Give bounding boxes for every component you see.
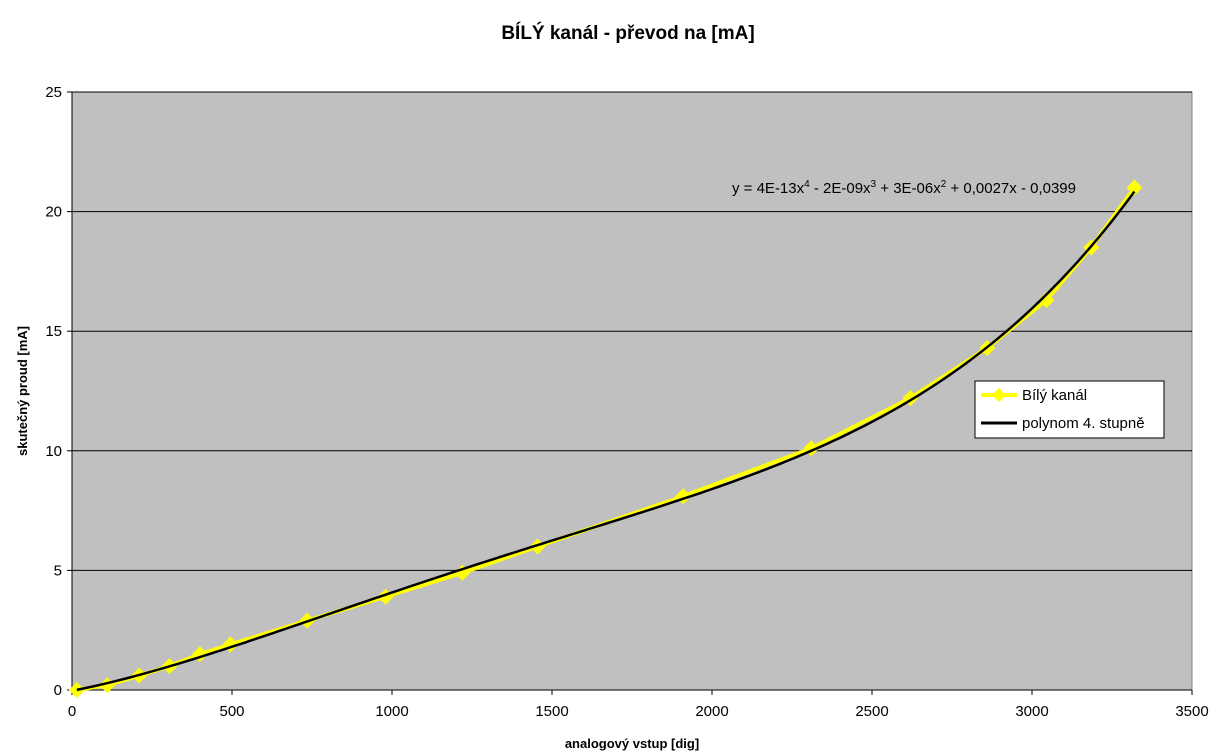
x-tick-label-6: 3000 — [1015, 703, 1048, 720]
data-point-14 — [1038, 292, 1055, 309]
legend-box — [974, 380, 1165, 439]
y-tick-label-5: 25 — [45, 84, 62, 101]
chart-title: BÍLÝ kanál - převod na [mA] — [501, 22, 754, 44]
x-axis-ticks: 0 500 1000 1500 2000 2500 3000 3500 — [68, 690, 1209, 720]
x-tick-label-2: 1000 — [375, 703, 408, 720]
y-tick-label-1: 5 — [54, 562, 62, 579]
data-point-0 — [68, 682, 85, 698]
axes — [71, 92, 1192, 691]
legend-label-polynom: polynom 4. stupně — [1022, 415, 1145, 432]
legend: Bílý kanál polynom 4. stupně — [974, 380, 1165, 439]
series-polynom — [76, 190, 1136, 692]
x-axis-title: analogový vstup [dig] — [565, 736, 699, 751]
legend-label-bily-kanal: Bílý kanál — [1022, 387, 1087, 404]
data-point-9 — [529, 538, 546, 555]
data-point-16 — [1126, 179, 1143, 196]
gridlines — [72, 91, 1192, 571]
x-tick-label-7: 3500 — [1175, 703, 1208, 720]
legend-marker-bily-kanal — [992, 388, 1006, 402]
trendline-equation: y = 4E-13x4 - 2E-09x3 + 3E-06x2 + 0,0027… — [732, 179, 1076, 197]
x-tick-label-3: 1500 — [535, 703, 568, 720]
x-tick-label-4: 2000 — [695, 703, 728, 720]
x-tick-label-0: 0 — [68, 703, 76, 720]
x-tick-label-1: 500 — [219, 703, 244, 720]
y-tick-label-3: 15 — [45, 323, 62, 340]
y-tick-label-2: 10 — [45, 443, 62, 460]
y-tick-label-4: 20 — [45, 204, 62, 221]
series-line-polynom — [76, 190, 1136, 692]
y-axis-title: skutečný proud [mA] — [15, 326, 30, 456]
x-tick-label-5: 2500 — [855, 703, 888, 720]
y-tick-label-0: 0 — [54, 682, 62, 699]
y-axis-ticks: 0 5 10 15 20 25 — [45, 84, 72, 699]
